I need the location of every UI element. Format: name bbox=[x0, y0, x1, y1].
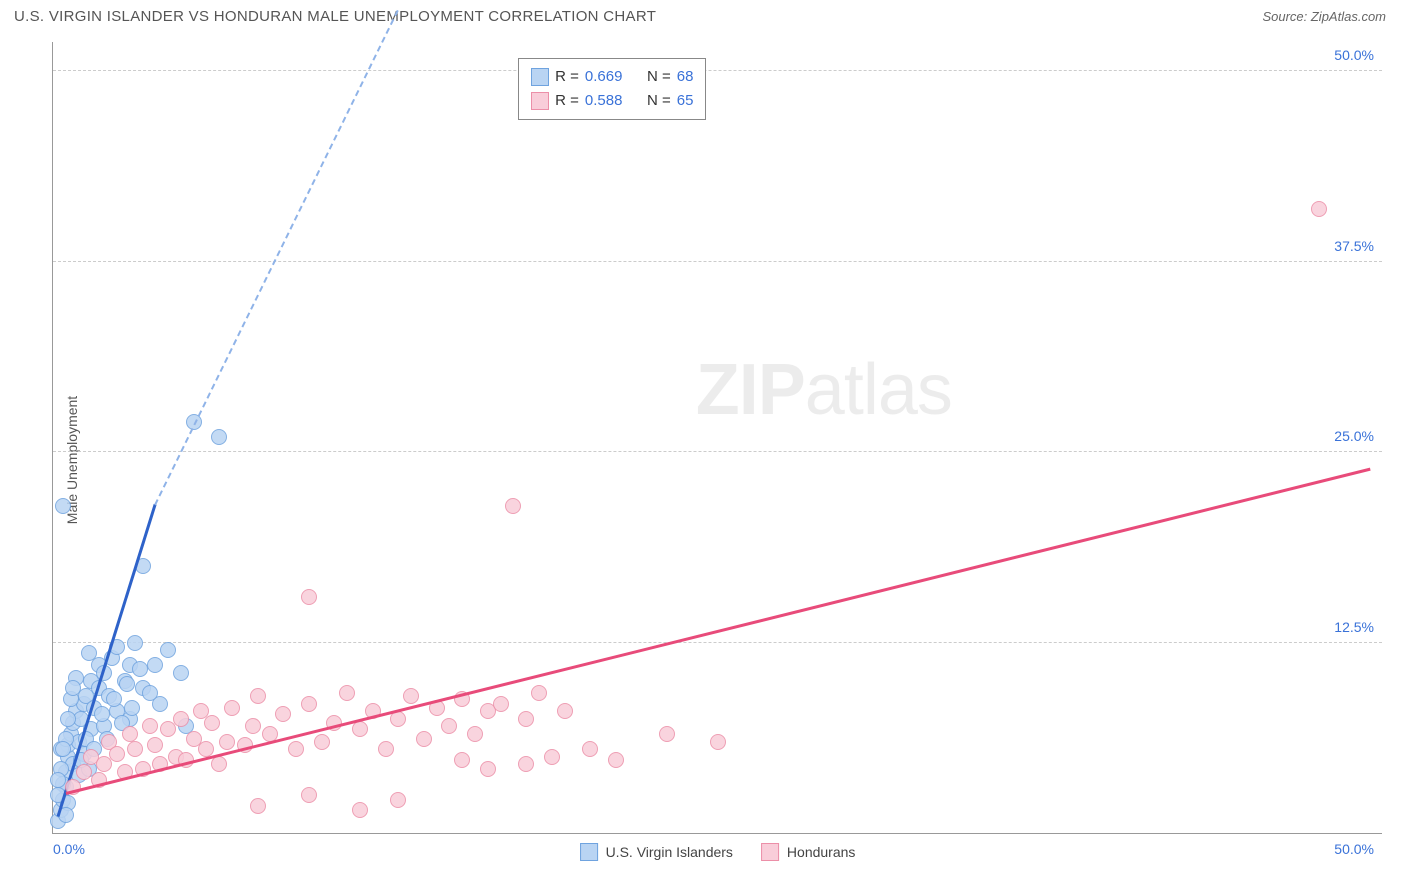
data-point bbox=[132, 661, 148, 677]
data-point bbox=[352, 721, 368, 737]
stat-n-value: 68 bbox=[677, 65, 694, 89]
data-point bbox=[275, 706, 291, 722]
data-point bbox=[106, 691, 122, 707]
stat-r-label: R = bbox=[555, 89, 579, 113]
data-point bbox=[352, 802, 368, 818]
data-point bbox=[1311, 201, 1327, 217]
data-point bbox=[659, 726, 675, 742]
data-point bbox=[301, 787, 317, 803]
data-point bbox=[173, 711, 189, 727]
stats-legend: R = 0.669 N = 68 R = 0.588 N = 65 bbox=[518, 58, 706, 120]
gridline bbox=[53, 451, 1382, 452]
data-point bbox=[416, 731, 432, 747]
data-point bbox=[518, 711, 534, 727]
data-point bbox=[378, 741, 394, 757]
gridline bbox=[53, 642, 1382, 643]
stats-legend-row: R = 0.588 N = 65 bbox=[531, 89, 693, 113]
data-point bbox=[245, 718, 261, 734]
gridline bbox=[53, 261, 1382, 262]
chart-container: Male Unemployment 12.5%25.0%37.5%50.0%0.… bbox=[14, 42, 1392, 878]
stat-n-value: 65 bbox=[677, 89, 694, 113]
data-point bbox=[314, 734, 330, 750]
legend-swatch bbox=[761, 843, 779, 861]
data-point bbox=[441, 718, 457, 734]
data-point bbox=[142, 718, 158, 734]
legend-label: Hondurans bbox=[787, 844, 856, 860]
chart-title: U.S. VIRGIN ISLANDER VS HONDURAN MALE UN… bbox=[14, 8, 656, 25]
y-tick-label: 25.0% bbox=[1334, 428, 1374, 444]
stat-r-value: 0.588 bbox=[585, 89, 623, 113]
data-point bbox=[557, 703, 573, 719]
y-tick-label: 37.5% bbox=[1334, 238, 1374, 254]
stat-n-label: N = bbox=[647, 65, 671, 89]
data-point bbox=[480, 761, 496, 777]
legend-swatch bbox=[531, 92, 549, 110]
data-point bbox=[147, 737, 163, 753]
legend-item: Hondurans bbox=[761, 843, 856, 861]
data-point bbox=[211, 429, 227, 445]
data-point bbox=[608, 752, 624, 768]
chart-header: U.S. VIRGIN ISLANDER VS HONDURAN MALE UN… bbox=[0, 0, 1406, 29]
data-point bbox=[204, 715, 220, 731]
data-point bbox=[55, 741, 71, 757]
trend-line bbox=[154, 9, 399, 505]
legend-swatch bbox=[531, 68, 549, 86]
data-point bbox=[124, 700, 140, 716]
data-point bbox=[390, 792, 406, 808]
data-point bbox=[301, 589, 317, 605]
watermark: ZIPatlas bbox=[696, 349, 952, 431]
data-point bbox=[403, 688, 419, 704]
data-point bbox=[505, 498, 521, 514]
data-point bbox=[55, 498, 71, 514]
stat-r-label: R = bbox=[555, 65, 579, 89]
legend-swatch bbox=[580, 843, 598, 861]
data-point bbox=[94, 706, 110, 722]
data-point bbox=[160, 642, 176, 658]
data-point bbox=[81, 645, 97, 661]
data-point bbox=[518, 756, 534, 772]
data-point bbox=[142, 685, 158, 701]
data-point bbox=[454, 752, 470, 768]
series-legend: U.S. Virgin Islanders Hondurans bbox=[580, 843, 856, 861]
data-point bbox=[301, 696, 317, 712]
data-point bbox=[224, 700, 240, 716]
data-point bbox=[250, 688, 266, 704]
data-point bbox=[60, 711, 76, 727]
x-tick-label: 50.0% bbox=[1334, 841, 1374, 857]
y-tick-label: 12.5% bbox=[1334, 619, 1374, 635]
data-point bbox=[127, 741, 143, 757]
data-point bbox=[493, 696, 509, 712]
data-point bbox=[76, 764, 92, 780]
stats-legend-row: R = 0.669 N = 68 bbox=[531, 65, 693, 89]
stat-n-label: N = bbox=[647, 89, 671, 113]
data-point bbox=[211, 756, 227, 772]
y-tick-label: 50.0% bbox=[1334, 47, 1374, 63]
data-point bbox=[531, 685, 547, 701]
data-point bbox=[119, 676, 135, 692]
stat-r-value: 0.669 bbox=[585, 65, 623, 89]
legend-label: U.S. Virgin Islanders bbox=[606, 844, 733, 860]
data-point bbox=[339, 685, 355, 701]
data-point bbox=[147, 657, 163, 673]
data-point bbox=[582, 741, 598, 757]
gridline bbox=[53, 70, 1382, 71]
data-point bbox=[127, 635, 143, 651]
data-point bbox=[250, 798, 266, 814]
data-point bbox=[173, 665, 189, 681]
data-point bbox=[65, 680, 81, 696]
data-point bbox=[288, 741, 304, 757]
data-point bbox=[50, 772, 66, 788]
data-point bbox=[122, 726, 138, 742]
data-point bbox=[710, 734, 726, 750]
legend-item: U.S. Virgin Islanders bbox=[580, 843, 733, 861]
plot-area: 12.5%25.0%37.5%50.0%0.0%50.0%ZIPatlas R … bbox=[52, 42, 1382, 834]
data-point bbox=[467, 726, 483, 742]
data-point bbox=[219, 734, 235, 750]
source-attribution: Source: ZipAtlas.com bbox=[1262, 9, 1386, 24]
x-tick-label: 0.0% bbox=[53, 841, 85, 857]
data-point bbox=[544, 749, 560, 765]
data-point bbox=[109, 746, 125, 762]
